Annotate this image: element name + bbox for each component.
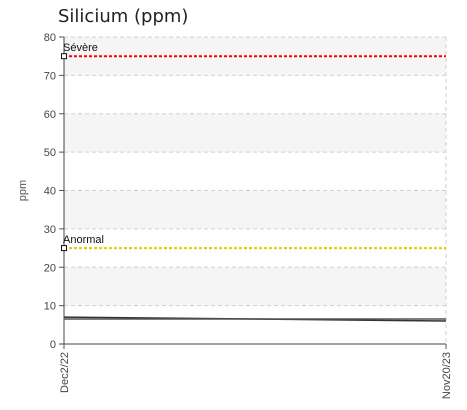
x-tick-label: Dec2/22 <box>59 352 71 393</box>
data-series <box>63 316 447 322</box>
y-tick-label: 60 <box>44 109 56 121</box>
y-tick-label: 30 <box>44 224 56 236</box>
y-tick-label: 80 <box>44 32 56 44</box>
threshold-marker <box>61 245 67 252</box>
grid-band <box>64 113 446 153</box>
x-tick-label: Nov20/23 <box>441 352 453 399</box>
y-tick-label: 50 <box>44 147 56 159</box>
grid-band <box>64 267 446 306</box>
threshold-lines: Sévère Anormal <box>61 42 446 252</box>
y-tick-label: 20 <box>44 262 56 274</box>
y-tick-labels: 0 10 20 30 40 50 60 70 80 <box>44 32 56 351</box>
chart-title: Silicium (ppm) <box>58 6 189 27</box>
x-tick-labels: Dec2/22 Nov20/23 <box>59 352 453 399</box>
threshold-label: Sévère <box>63 42 98 54</box>
grid-bands <box>64 37 446 306</box>
y-tick-label: 70 <box>44 70 56 82</box>
y-axis-title: ppm <box>17 180 29 201</box>
y-tick-label: 0 <box>50 339 56 351</box>
threshold-marker <box>61 53 67 60</box>
axes <box>59 36 447 349</box>
y-tick-label: 40 <box>44 186 56 198</box>
grid-band <box>64 190 446 229</box>
y-tick-label: 10 <box>44 301 56 313</box>
threshold-label: Anormal <box>63 234 104 246</box>
